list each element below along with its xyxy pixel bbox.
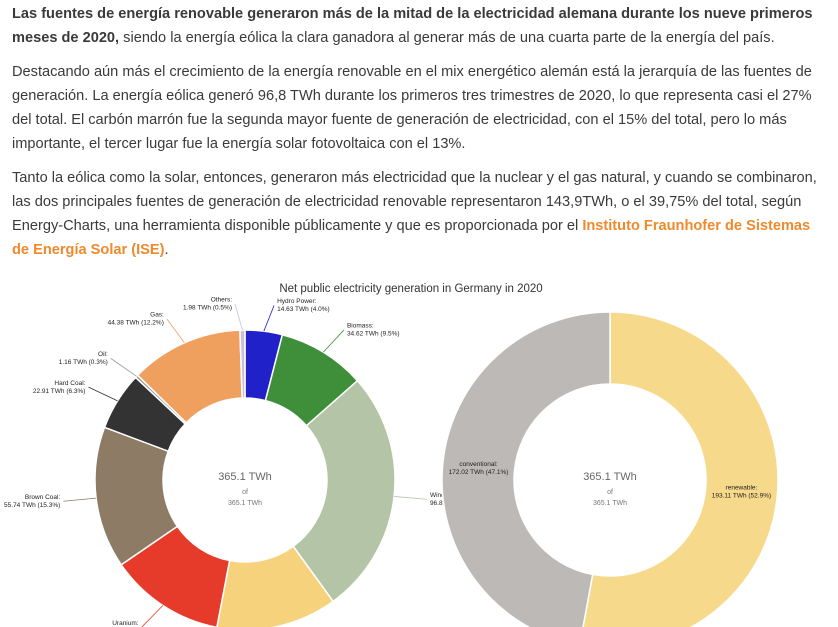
slice-label: Brown Coal: xyxy=(25,494,61,501)
leader-line xyxy=(110,358,137,377)
center-total: 365.1 TWh xyxy=(583,471,637,483)
slice xyxy=(441,311,611,627)
slice xyxy=(239,329,246,399)
text: Tanto la eólica como la solar, entonces,… xyxy=(12,170,817,234)
slice-label: Biomass: xyxy=(347,323,374,330)
value-label: 193.11 TWh (52.9%) xyxy=(712,493,771,500)
slice xyxy=(292,379,396,603)
leader-line xyxy=(141,605,164,627)
bold-lead: Las fuentes de energía renovable generar… xyxy=(12,6,813,46)
center-sub: 365.1 TWh xyxy=(228,500,262,507)
article: Las fuentes de energía renovable generar… xyxy=(12,2,827,272)
text: Destacando aún más el crecimiento de la … xyxy=(12,64,812,152)
link[interactable]: Instituto Fraunhofer de Sistemas de Ener… xyxy=(12,218,811,258)
text: . xyxy=(164,242,169,258)
slice-label: Others: xyxy=(211,297,233,304)
leader-line xyxy=(234,303,243,331)
paragraph: Tanto la eólica como la solar, entonces,… xyxy=(12,166,827,262)
value-label: 1.98 TWh (0.5%) xyxy=(183,305,232,312)
paragraph: Destacando aún más el crecimiento de la … xyxy=(12,60,827,156)
chart-title: Net public electricity generation in Ger… xyxy=(279,283,542,295)
leader-line xyxy=(63,497,97,502)
leader-line xyxy=(394,496,427,500)
chart: Net public electricity generation in Ger… xyxy=(4,283,779,627)
value-label: 55.74 TWh (15.3%) xyxy=(4,502,60,509)
slice xyxy=(216,545,335,627)
center-sub: 365.1 TWh xyxy=(593,500,627,507)
slice-label: Oil: xyxy=(98,351,108,358)
slice-label: Uranium: xyxy=(112,620,139,627)
value-label: 44.38 TWh (12.2%) xyxy=(108,320,164,327)
slice-label: renewable: xyxy=(726,485,758,492)
slice-label: Hard Coal: xyxy=(54,380,85,387)
center-of: of xyxy=(607,489,613,496)
slice-label: Hydro Power: xyxy=(277,298,317,305)
value-label: 22.91 TWh (6.3%) xyxy=(33,388,86,395)
leader-line xyxy=(88,386,118,402)
slice-label: conventional: xyxy=(459,461,497,468)
center-of: of xyxy=(242,489,248,496)
leader-line xyxy=(263,305,275,332)
value-label: 34.62 TWh (9.5%) xyxy=(347,331,400,338)
slice-label: Wind xyxy=(430,492,445,499)
leader-line xyxy=(323,329,345,353)
text: siendo la energía eólica la clara ganado… xyxy=(119,30,775,46)
slice xyxy=(582,311,779,627)
value-label: 1.16 TWh (0.3%) xyxy=(59,359,108,366)
value-label: 172.02 TWh (47.1%) xyxy=(449,469,509,476)
leader-line xyxy=(166,318,185,344)
center-total: 365.1 TWh xyxy=(218,471,272,483)
value-label: 14.63 TWh (4.0%) xyxy=(277,306,330,313)
paragraph: Las fuentes de energía renovable generar… xyxy=(12,2,827,50)
slice-label: Gas: xyxy=(150,312,164,319)
